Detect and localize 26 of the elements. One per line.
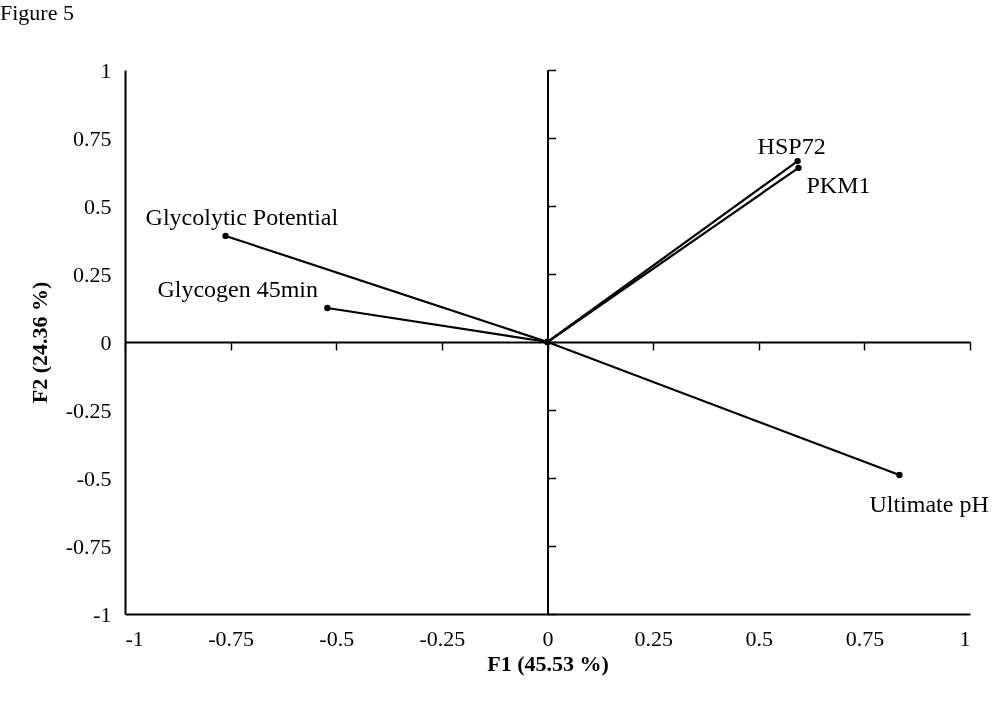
x-tick-label: -0.75 bbox=[208, 625, 255, 651]
x-tick-label: 0.5 bbox=[745, 625, 773, 651]
y-tick-label: -1 bbox=[93, 601, 112, 627]
x-tick-label: 0.75 bbox=[845, 625, 885, 651]
y-tick-label: 0.5 bbox=[84, 193, 112, 219]
series-label: PKM1 bbox=[806, 171, 871, 198]
x-tick-label: -1 bbox=[125, 625, 144, 651]
y-tick-label: 1 bbox=[100, 57, 112, 83]
x-tick-label: 1 bbox=[959, 625, 971, 651]
x-tick-label: -0.5 bbox=[319, 625, 355, 651]
y-tick-label: 0 bbox=[100, 329, 112, 355]
series-label: Glycolytic Potential bbox=[145, 203, 339, 230]
y-tick-label: -0.75 bbox=[65, 533, 112, 559]
series-label: Glycogen 45min bbox=[157, 276, 319, 302]
x-tick-label: -0.25 bbox=[419, 625, 466, 651]
y-tick-label: 0.25 bbox=[73, 261, 112, 287]
y-tick-label: -0.5 bbox=[76, 465, 112, 491]
chart-title: Figure 5 bbox=[0, 0, 74, 25]
x-tick-label: 0 bbox=[542, 625, 554, 651]
y-tick-label: -0.25 bbox=[65, 397, 112, 423]
y-axis-title: F2 (24.36 %) bbox=[26, 281, 52, 404]
series-label: HSP72 bbox=[757, 133, 826, 160]
x-axis-title: F1 (45.53 %) bbox=[487, 650, 609, 676]
y-tick-label: 0.75 bbox=[73, 125, 112, 151]
x-tick-label: 0.25 bbox=[634, 625, 673, 651]
series-label: Ultimate pH bbox=[869, 491, 989, 518]
